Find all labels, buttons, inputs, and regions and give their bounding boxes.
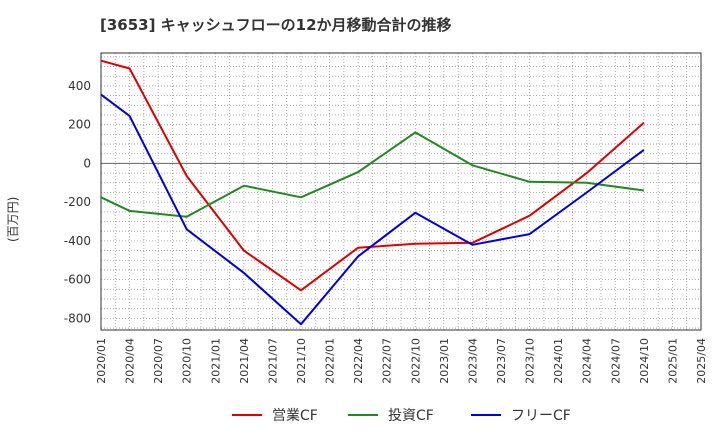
x-tick-label: 2023/07 [495,338,508,384]
x-tick-label: 2022/10 [409,338,422,384]
legend-label: 営業CF [272,408,318,424]
x-tick-label: 2020/01 [95,338,108,384]
x-tick-label: 2021/04 [238,338,251,384]
x-tick-label: 2021/01 [209,338,222,384]
x-tick-label: 2025/01 [666,338,679,384]
x-tick-label: 2020/10 [181,338,194,384]
x-tick-label: 2022/01 [324,338,337,384]
x-tick-label: 2022/07 [381,338,394,384]
y-tick-label: -200 [64,195,91,209]
x-tick-label: 2024/07 [609,338,622,384]
chart-title: [3653] キャッシュフローの12か月移動合計の推移 [100,16,452,34]
series-line-3 [100,93,645,326]
x-tick-label: 2022/04 [352,338,365,384]
series-line-1 [100,59,645,292]
y-tick-label: 200 [68,118,91,132]
x-tick-label: 2021/07 [266,338,279,384]
x-tick-label: 2023/10 [524,338,537,384]
y-tick-label: -800 [64,311,91,325]
series-line-2 [100,131,645,218]
x-tick-label: 2024/04 [581,338,594,384]
legend-label: フリーCF [511,408,571,424]
legend-label: 投資CF [388,408,434,424]
x-tick-label: 2025/04 [695,338,708,384]
x-tick-label: 2021/10 [295,338,308,384]
y-tick-label: -600 [64,273,91,287]
x-tick-label: 2020/07 [152,338,165,384]
x-tick-label: 2023/04 [466,338,479,384]
x-tick-label: 2023/01 [438,338,451,384]
y-tick-label: 0 [83,156,91,170]
plot-frame [100,52,702,331]
y-tick-label: -400 [64,234,91,248]
x-tick-label: 2024/01 [552,338,565,384]
x-tick-label: 2024/10 [638,338,651,384]
y-tick-label: 400 [68,79,91,93]
x-tick-label: 2020/04 [124,338,137,384]
